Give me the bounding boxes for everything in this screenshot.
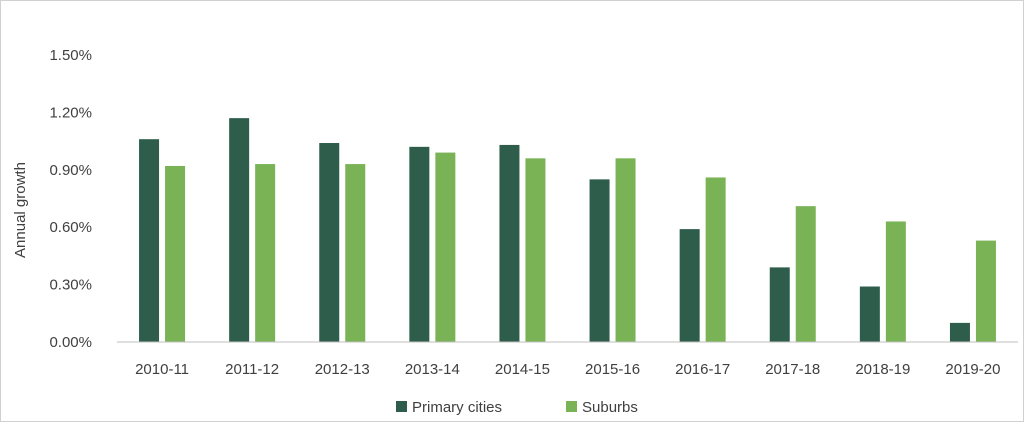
bars xyxy=(139,118,996,342)
x-tick-label: 2015-16 xyxy=(585,361,640,378)
bar-primary-cities-2014-15 xyxy=(499,144,520,342)
bar-suburbs-2011-12 xyxy=(255,164,276,342)
y-tick-label: 0.00% xyxy=(49,334,92,351)
y-axis-label: Annual growth xyxy=(12,162,29,258)
x-tick-label: 2016-17 xyxy=(675,361,730,378)
x-tick-label: 2017-18 xyxy=(765,361,820,378)
legend: Primary cities Suburbs xyxy=(396,399,638,416)
x-tick-label: 2012-13 xyxy=(315,361,370,378)
x-axis-ticks: 2010-11 2011-12 2012-13 2013-14 2014-15 2015-… xyxy=(135,361,1000,378)
y-tick-label: 1.50% xyxy=(49,47,92,64)
bar-suburbs-2017-18 xyxy=(795,206,816,342)
bar-suburbs-2016-17 xyxy=(705,177,726,342)
bar-suburbs-2019-20 xyxy=(975,240,996,342)
bar-suburbs-2014-15 xyxy=(525,158,546,342)
bar-primary-cities-2015-16 xyxy=(589,179,610,342)
bar-primary-cities-2013-14 xyxy=(409,146,430,342)
x-tick-label: 2010-11 xyxy=(135,361,189,378)
legend-label-primary-cities: Primary cities xyxy=(412,399,502,416)
x-tick-label: 2019-20 xyxy=(945,361,1000,378)
legend-label-suburbs: Suburbs xyxy=(582,399,638,416)
bar-primary-cities-2017-18 xyxy=(769,267,790,342)
x-tick-label: 2013-14 xyxy=(405,361,460,378)
x-tick-label: 2014-15 xyxy=(495,361,550,378)
bar-primary-cities-2019-20 xyxy=(949,322,970,342)
y-tick-label: 0.90% xyxy=(49,162,92,179)
legend-swatch-primary-cities xyxy=(396,401,407,412)
bar-suburbs-2010-11 xyxy=(165,165,186,342)
bar-primary-cities-2018-19 xyxy=(859,286,880,342)
y-tick-label: 1.20% xyxy=(49,104,92,121)
y-tick-label: 0.60% xyxy=(49,219,92,236)
x-tick-label: 2011-12 xyxy=(225,361,279,378)
y-axis-ticks: 0.00% 0.30% 0.60% 0.90% 1.20% 1.50% xyxy=(49,47,92,351)
bar-primary-cities-2011-12 xyxy=(229,118,250,342)
x-tick-label: 2018-19 xyxy=(855,361,910,378)
legend-swatch-suburbs xyxy=(566,401,577,412)
y-tick-label: 0.30% xyxy=(49,277,92,294)
bar-primary-cities-2012-13 xyxy=(319,143,340,342)
bar-suburbs-2013-14 xyxy=(435,152,456,342)
bar-suburbs-2012-13 xyxy=(345,164,366,342)
bar-suburbs-2015-16 xyxy=(615,158,636,342)
bar-primary-cities-2010-11 xyxy=(139,139,160,342)
bar-suburbs-2018-19 xyxy=(885,221,906,342)
bar-primary-cities-2016-17 xyxy=(679,229,700,342)
